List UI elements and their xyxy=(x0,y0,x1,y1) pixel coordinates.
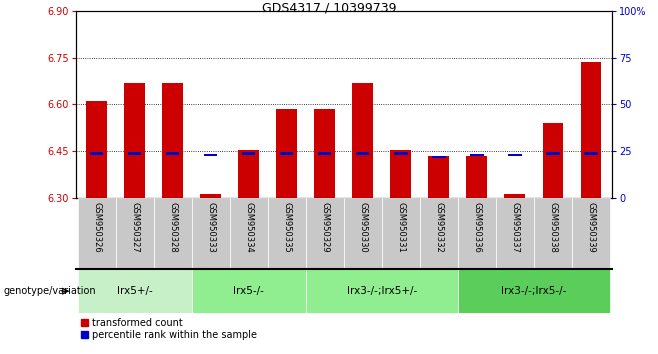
Legend: transformed count, percentile rank within the sample: transformed count, percentile rank withi… xyxy=(80,318,257,340)
Bar xyxy=(280,153,293,155)
Bar xyxy=(306,198,344,269)
Bar xyxy=(394,153,407,155)
Text: lrx5-/-: lrx5-/- xyxy=(234,286,264,296)
Bar xyxy=(458,198,496,269)
Bar xyxy=(86,101,107,198)
Text: GSM950332: GSM950332 xyxy=(434,202,443,252)
Bar xyxy=(315,109,335,198)
Bar xyxy=(390,150,411,198)
Bar xyxy=(128,153,141,155)
Text: GSM950331: GSM950331 xyxy=(396,202,405,252)
Bar xyxy=(78,198,116,269)
Bar xyxy=(204,154,217,156)
Bar xyxy=(306,269,458,313)
Bar xyxy=(78,269,191,313)
Text: lrx3-/-;lrx5+/-: lrx3-/-;lrx5+/- xyxy=(347,286,417,296)
Bar xyxy=(467,156,488,198)
Bar xyxy=(584,153,597,155)
Bar xyxy=(572,198,610,269)
Bar xyxy=(191,198,230,269)
Text: GSM950327: GSM950327 xyxy=(130,202,139,252)
Bar xyxy=(124,82,145,198)
Text: genotype/variation: genotype/variation xyxy=(3,286,96,296)
Text: GSM950336: GSM950336 xyxy=(472,202,482,253)
Text: lrx5+/-: lrx5+/- xyxy=(116,286,153,296)
Bar xyxy=(534,198,572,269)
Bar xyxy=(458,269,610,313)
Bar xyxy=(420,198,458,269)
Text: GSM950337: GSM950337 xyxy=(511,202,519,253)
Text: lrx3-/-;lrx5-/-: lrx3-/-;lrx5-/- xyxy=(501,286,567,296)
Bar xyxy=(428,156,449,198)
Bar xyxy=(344,198,382,269)
Text: GSM950329: GSM950329 xyxy=(320,202,329,252)
Bar xyxy=(353,82,373,198)
Bar xyxy=(382,198,420,269)
Text: GSM950333: GSM950333 xyxy=(206,202,215,253)
Text: GSM950339: GSM950339 xyxy=(586,202,595,252)
Bar xyxy=(356,153,370,155)
Bar xyxy=(153,198,191,269)
Bar xyxy=(166,153,180,155)
Bar xyxy=(191,269,306,313)
Text: GSM950334: GSM950334 xyxy=(244,202,253,252)
Text: GSM950330: GSM950330 xyxy=(359,202,367,252)
Text: GSM950326: GSM950326 xyxy=(92,202,101,252)
Text: GSM950328: GSM950328 xyxy=(168,202,177,252)
Text: GSM950338: GSM950338 xyxy=(549,202,557,253)
Bar xyxy=(116,198,153,269)
Text: GDS4317 / 10399739: GDS4317 / 10399739 xyxy=(262,2,396,15)
Bar xyxy=(580,62,601,198)
Bar xyxy=(496,198,534,269)
Bar xyxy=(242,153,255,155)
Bar xyxy=(508,154,522,156)
Bar xyxy=(432,155,445,158)
Bar xyxy=(276,109,297,198)
Bar xyxy=(238,150,259,198)
Bar xyxy=(470,154,484,156)
Bar xyxy=(162,82,183,198)
Bar xyxy=(268,198,306,269)
Bar xyxy=(200,194,221,198)
Bar xyxy=(90,153,103,155)
Bar xyxy=(543,123,563,198)
Bar xyxy=(546,153,560,155)
Bar xyxy=(318,153,332,155)
Bar xyxy=(505,194,526,198)
Bar xyxy=(230,198,268,269)
Text: GSM950335: GSM950335 xyxy=(282,202,291,252)
